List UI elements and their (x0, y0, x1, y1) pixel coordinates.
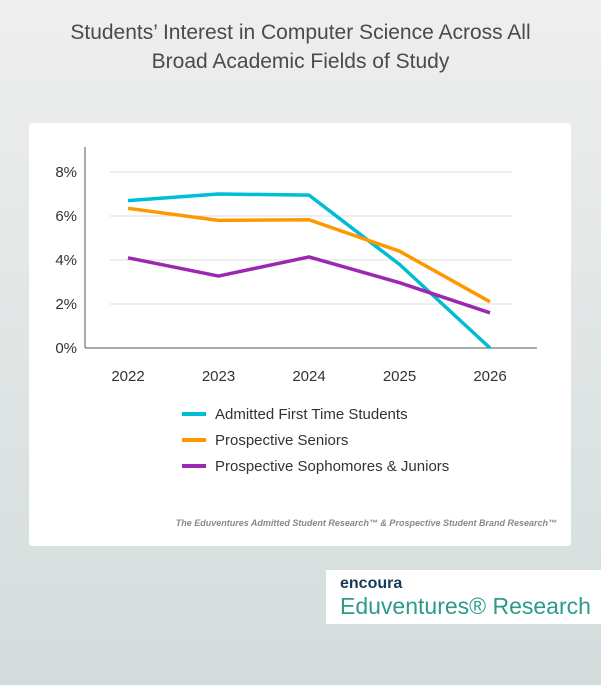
y-tick-label: 6% (55, 208, 77, 225)
series-line-2 (127, 255, 491, 315)
legend-label: Prospective Seniors (215, 432, 348, 449)
x-tick-label: 2022 (111, 368, 144, 385)
legend-label: Prospective Sophomores & Juniors (215, 458, 449, 475)
y-tick-label: 8% (55, 164, 77, 181)
logo-eduventures: Eduventures® Research (340, 593, 591, 619)
x-tick-label: 2026 (473, 368, 506, 385)
legend-label: Admitted First Time Students (215, 406, 408, 423)
title-line: Students’ Interest in Computer Science A… (70, 21, 531, 44)
x-tick-label: 2024 (292, 368, 325, 385)
chart-title: Students’ Interest in Computer Science A… (0, 18, 601, 76)
x-tick-label: 2025 (383, 368, 416, 385)
chart-card: 0% 2% 4% 6% 8% 2022 2023 2024 2025 2026 Admitted F… (29, 123, 571, 546)
x-tick-label: 2023 (202, 368, 235, 385)
series-line-1 (127, 206, 491, 304)
y-tick-label: 2% (55, 296, 77, 313)
y-tick-label: 0% (55, 340, 77, 357)
line-chart: 0% 2% 4% 6% 8% 2022 2023 2024 2025 2026 Admitted F… (55, 147, 537, 475)
y-tick-label: 4% (55, 252, 77, 269)
logo-encoura: encoura (340, 575, 403, 592)
source-note: The Eduventures Admitted Student Researc… (175, 518, 557, 528)
title-line: Broad Academic Fields of Study (151, 50, 450, 73)
logo: encoura Eduventures® Research (326, 570, 601, 624)
